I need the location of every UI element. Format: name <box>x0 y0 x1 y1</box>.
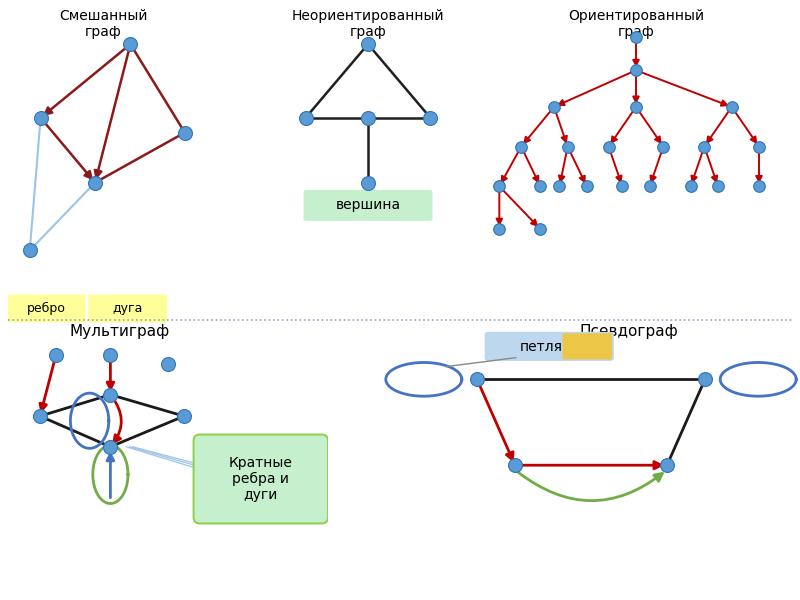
Point <box>493 182 506 191</box>
Point <box>534 224 546 234</box>
Point <box>616 182 629 191</box>
Point <box>104 442 117 452</box>
Point <box>684 182 697 191</box>
Point <box>753 182 766 191</box>
Point <box>753 142 766 151</box>
Point <box>602 142 615 151</box>
Text: Псевдограф: Псевдограф <box>580 324 678 339</box>
Point <box>698 142 710 151</box>
Text: ребро: ребро <box>26 302 66 315</box>
Point <box>630 102 642 112</box>
Text: вершина: вершина <box>335 198 401 212</box>
Point <box>104 390 117 400</box>
Text: дуга: дуга <box>113 302 143 315</box>
Point <box>534 182 546 191</box>
Text: петля: петля <box>520 340 563 353</box>
Point <box>162 359 174 369</box>
Point <box>362 40 374 49</box>
Point <box>299 113 312 122</box>
FancyBboxPatch shape <box>88 295 167 323</box>
Point <box>493 224 506 234</box>
Point <box>661 460 674 470</box>
Text: Ориентированный
граф: Ориентированный граф <box>568 9 704 40</box>
Point <box>89 178 102 187</box>
Text: Мультиграф: Мультиграф <box>70 324 170 339</box>
Point <box>124 40 137 49</box>
Point <box>515 142 528 151</box>
Point <box>470 374 483 384</box>
FancyBboxPatch shape <box>485 332 614 361</box>
Point <box>34 412 46 421</box>
Text: Кратные
ребра и
дуги: Кратные ребра и дуги <box>229 456 293 502</box>
FancyBboxPatch shape <box>562 334 612 359</box>
Point <box>509 460 522 470</box>
Point <box>726 102 738 112</box>
Point <box>553 182 566 191</box>
Point <box>712 182 725 191</box>
Point <box>562 142 574 151</box>
Point <box>178 128 191 137</box>
Point <box>643 182 656 191</box>
Point <box>23 245 36 255</box>
Point <box>630 65 642 75</box>
FancyBboxPatch shape <box>303 190 433 221</box>
Point <box>424 113 437 122</box>
Point <box>178 412 190 421</box>
FancyBboxPatch shape <box>194 434 328 523</box>
Point <box>547 102 560 112</box>
Point <box>50 350 62 359</box>
Point <box>34 113 47 122</box>
Point <box>362 113 374 122</box>
FancyBboxPatch shape <box>6 295 86 323</box>
Point <box>630 32 642 41</box>
Point <box>104 350 117 359</box>
Point <box>362 178 374 187</box>
Point <box>657 142 670 151</box>
Text: Смешанный
граф: Смешанный граф <box>59 9 147 39</box>
Text: Неориентированный
граф: Неориентированный граф <box>292 9 444 39</box>
Point <box>698 374 711 384</box>
Point <box>580 182 593 191</box>
